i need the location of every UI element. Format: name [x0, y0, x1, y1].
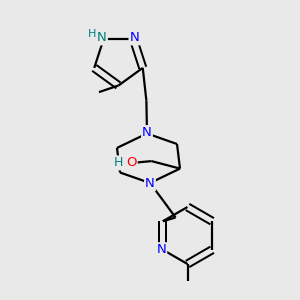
Text: N: N [97, 32, 107, 44]
Text: N: N [130, 32, 139, 44]
Text: N: N [145, 177, 155, 190]
Text: H: H [88, 29, 96, 39]
Text: N: N [156, 243, 166, 256]
Text: H: H [114, 156, 123, 170]
Text: N: N [142, 126, 152, 139]
Text: O: O [126, 156, 137, 170]
